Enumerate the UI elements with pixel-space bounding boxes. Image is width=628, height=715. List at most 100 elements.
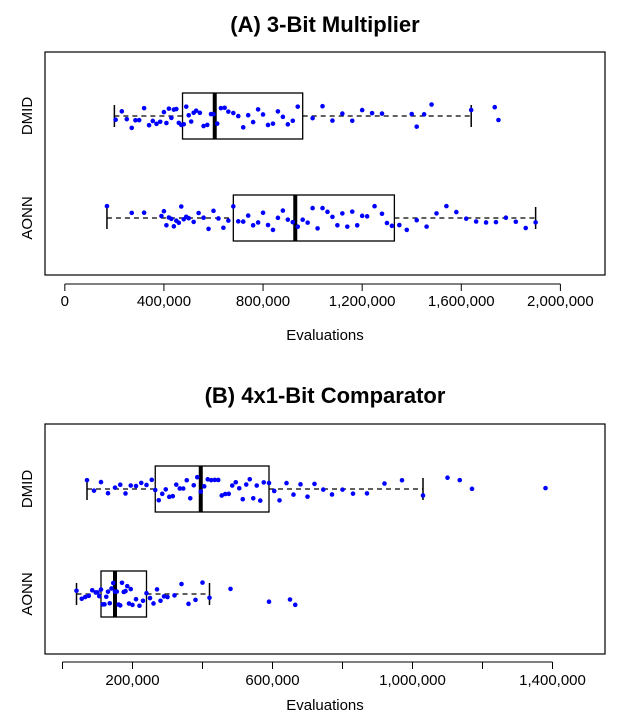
panel-a-aonn-point: [178, 204, 184, 209]
panel-b-x-axis-label: Evaluations: [286, 697, 364, 714]
panel-a-dmid-point: [290, 118, 296, 124]
panel-a-x-tick-label: 400,000: [137, 293, 191, 310]
panel-b-dmid-point: [156, 497, 162, 503]
panel-b-dmid-point: [194, 474, 200, 480]
panel-a-dmid-point: [270, 121, 276, 126]
panel-b: (B) 4x1-Bit Comparator 200,000 600,000 1,0…: [19, 383, 606, 714]
panel-a-aonn-point: [141, 210, 147, 216]
panel-a-aonn-point: [349, 209, 355, 214]
panel-b-dmid-point: [469, 486, 475, 492]
panel-a-aonn-point: [503, 215, 509, 221]
panel-a-dmid-point: [141, 105, 147, 111]
panel-a-dmid-point: [330, 118, 335, 123]
panel-a-dmid-point: [320, 103, 325, 109]
panel-a-dmid-point: [133, 118, 138, 123]
panel-b-dmid-point: [205, 477, 211, 482]
panel-a-dmid-point: [186, 112, 192, 118]
panel-a-dmid-point: [496, 117, 501, 123]
panel-b-aonn-point: [158, 598, 163, 604]
panel-a-dmid-point: [409, 111, 415, 117]
panel-b-dmid-point: [271, 488, 277, 494]
panel-b-category-dmid: DMID: [19, 470, 36, 508]
panel-a-dmid-point: [310, 115, 315, 121]
panel-a-aonn-point: [359, 213, 365, 219]
panel-a-aonn-point: [513, 219, 519, 225]
panel-b-dmid-point: [91, 488, 97, 493]
panel-b-aonn-point: [161, 594, 167, 599]
panel-b-dmid-point: [284, 480, 289, 486]
panel-a-x-tick-label: 0: [61, 293, 69, 310]
panel-b-dmid-point: [222, 491, 228, 497]
panel-a-aonn-point: [169, 216, 174, 222]
panel-b-dmid-point: [173, 482, 179, 487]
panel-b-dmid-point: [84, 477, 90, 483]
panel-a-aonn-point: [483, 220, 489, 225]
panel-a-aonn-point: [404, 227, 410, 233]
panel-b-dmid-point: [159, 491, 165, 497]
panel-b-dmid-point: [123, 491, 128, 496]
panel-a-dmid-point: [255, 107, 261, 112]
panel-a-aonn-point: [454, 209, 459, 215]
panel-b-aonn-point: [292, 602, 298, 608]
panel-a-dmid-point: [231, 110, 236, 116]
panel-a-x-tick-label: 2,000,000: [527, 293, 594, 310]
panel-a-aonn-point: [424, 224, 429, 229]
panel-b-dmid-point: [266, 480, 272, 486]
panel-a-aonn-point: [196, 210, 201, 216]
panel-a-dmid-point: [211, 111, 216, 117]
panel-a: (A) 3-Bit Multiplier 0 400,000 800,000 1,20…: [19, 12, 606, 344]
panel-a-aonn-point: [384, 220, 390, 226]
panel-a-aonn-point: [240, 219, 246, 224]
panel-b-plot-frame: [44, 423, 606, 655]
panel-a-dmid-point: [205, 122, 210, 128]
panel-a-dmid-point: [275, 109, 281, 114]
panel-a-dmid-point: [250, 119, 256, 125]
panel-a-x-tick-label: 800,000: [236, 293, 290, 310]
panel-b-aonn-point: [89, 587, 95, 593]
panel-a-aonn-point: [335, 223, 340, 228]
panel-b-dmid-point: [243, 482, 249, 487]
panel-a-aonn-point: [171, 224, 177, 229]
panel-a-x-axis-label: Evaluations: [286, 327, 364, 344]
panel-b-category-aonn: AONN: [19, 572, 36, 615]
panel-b-dmid-point: [133, 483, 139, 489]
panel-b-aonn-point: [137, 603, 142, 609]
panel-a-aonn-point: [523, 225, 529, 231]
panel-b-dmid-point: [445, 475, 450, 481]
panel-a-aonn-point: [463, 216, 469, 221]
panel-a-dmid-point: [349, 118, 355, 124]
panel-a-aonn-point: [533, 220, 538, 225]
panel-a-aonn-point: [345, 224, 350, 229]
panel-a-aonn-point: [379, 211, 385, 217]
panel-b-aonn-point: [193, 597, 198, 603]
panel-b-dmid-point: [247, 476, 253, 482]
panel-b-dmid-point: [261, 480, 267, 485]
panel-b-dmid-point: [382, 481, 387, 486]
panel-b-dmid-point: [152, 487, 158, 493]
panel-b-dmid-point: [219, 493, 225, 498]
panel-b-aonn-point: [117, 603, 123, 608]
panel-a-category-aonn: AONN: [19, 196, 36, 239]
panel-b-aonn-point: [186, 601, 191, 607]
panel-a-aonn-point: [191, 219, 196, 225]
panel-a-dmid-point: [235, 113, 241, 119]
panel-a-aonn-point: [300, 217, 305, 223]
panel-a-aonn-point: [186, 215, 192, 221]
panel-b-aonn-point: [119, 580, 125, 586]
panel-a-aonn-point: [231, 204, 236, 209]
panel-b-dmid-point: [329, 492, 335, 497]
panel-a-aonn-point: [260, 210, 266, 216]
panel-a-dmid-point: [414, 124, 419, 129]
panel-a-dmid-point: [295, 104, 301, 109]
panel-a-aonn-point: [397, 222, 402, 228]
panel-a-dmid-point: [340, 111, 345, 116]
panel-b-aonn-point: [172, 593, 177, 598]
panel-b-title: (B) 4x1-Bit Comparator: [205, 383, 446, 408]
panel-a-aonn-point: [473, 219, 479, 224]
panel-b-aonn-point: [74, 588, 79, 594]
panel-b-aonn-point: [207, 595, 212, 601]
panel-a-x-tick-label: 1,600,000: [428, 293, 495, 310]
panel-b-aonn-point: [165, 594, 170, 600]
